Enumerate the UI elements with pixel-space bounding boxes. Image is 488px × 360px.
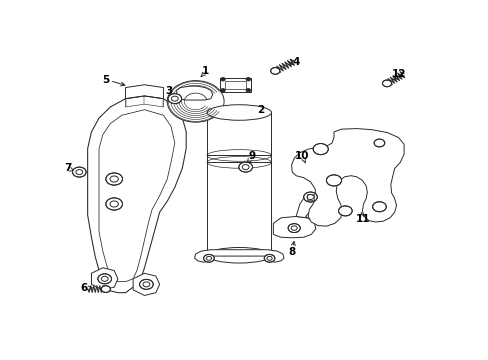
Circle shape (168, 94, 181, 104)
Polygon shape (296, 195, 318, 218)
Circle shape (98, 274, 111, 284)
Polygon shape (194, 250, 284, 262)
Polygon shape (220, 78, 250, 92)
Polygon shape (91, 268, 118, 290)
Text: 2: 2 (257, 105, 264, 115)
Circle shape (382, 80, 391, 87)
Circle shape (264, 255, 274, 262)
Text: 7: 7 (64, 163, 71, 174)
Circle shape (105, 198, 122, 210)
Circle shape (238, 162, 252, 172)
Polygon shape (87, 96, 186, 293)
Ellipse shape (206, 105, 271, 120)
Circle shape (245, 89, 250, 92)
Text: 10: 10 (295, 151, 309, 161)
Circle shape (338, 206, 351, 216)
Circle shape (105, 173, 122, 185)
Circle shape (245, 77, 250, 81)
Circle shape (220, 77, 225, 81)
Polygon shape (273, 216, 315, 238)
Polygon shape (125, 85, 163, 99)
Circle shape (326, 175, 341, 186)
Circle shape (220, 89, 225, 92)
Text: 9: 9 (248, 151, 256, 161)
Polygon shape (133, 273, 159, 296)
Circle shape (372, 202, 386, 212)
Text: 11: 11 (355, 214, 369, 224)
Circle shape (373, 139, 384, 147)
Circle shape (167, 81, 224, 122)
Text: 5: 5 (102, 75, 109, 85)
Circle shape (270, 68, 279, 74)
Polygon shape (176, 86, 212, 100)
Polygon shape (291, 129, 403, 226)
Circle shape (101, 286, 110, 292)
Circle shape (303, 192, 317, 202)
Text: 1: 1 (202, 67, 209, 76)
Ellipse shape (206, 247, 271, 263)
Circle shape (287, 224, 300, 233)
Text: 4: 4 (292, 57, 299, 67)
Text: 6: 6 (80, 283, 87, 293)
Circle shape (312, 144, 327, 155)
Circle shape (72, 167, 86, 177)
Text: 8: 8 (288, 247, 295, 257)
Text: 3: 3 (165, 86, 172, 96)
Circle shape (203, 255, 214, 262)
Bar (306, 194, 314, 200)
Circle shape (139, 279, 153, 289)
Text: 12: 12 (391, 69, 406, 79)
